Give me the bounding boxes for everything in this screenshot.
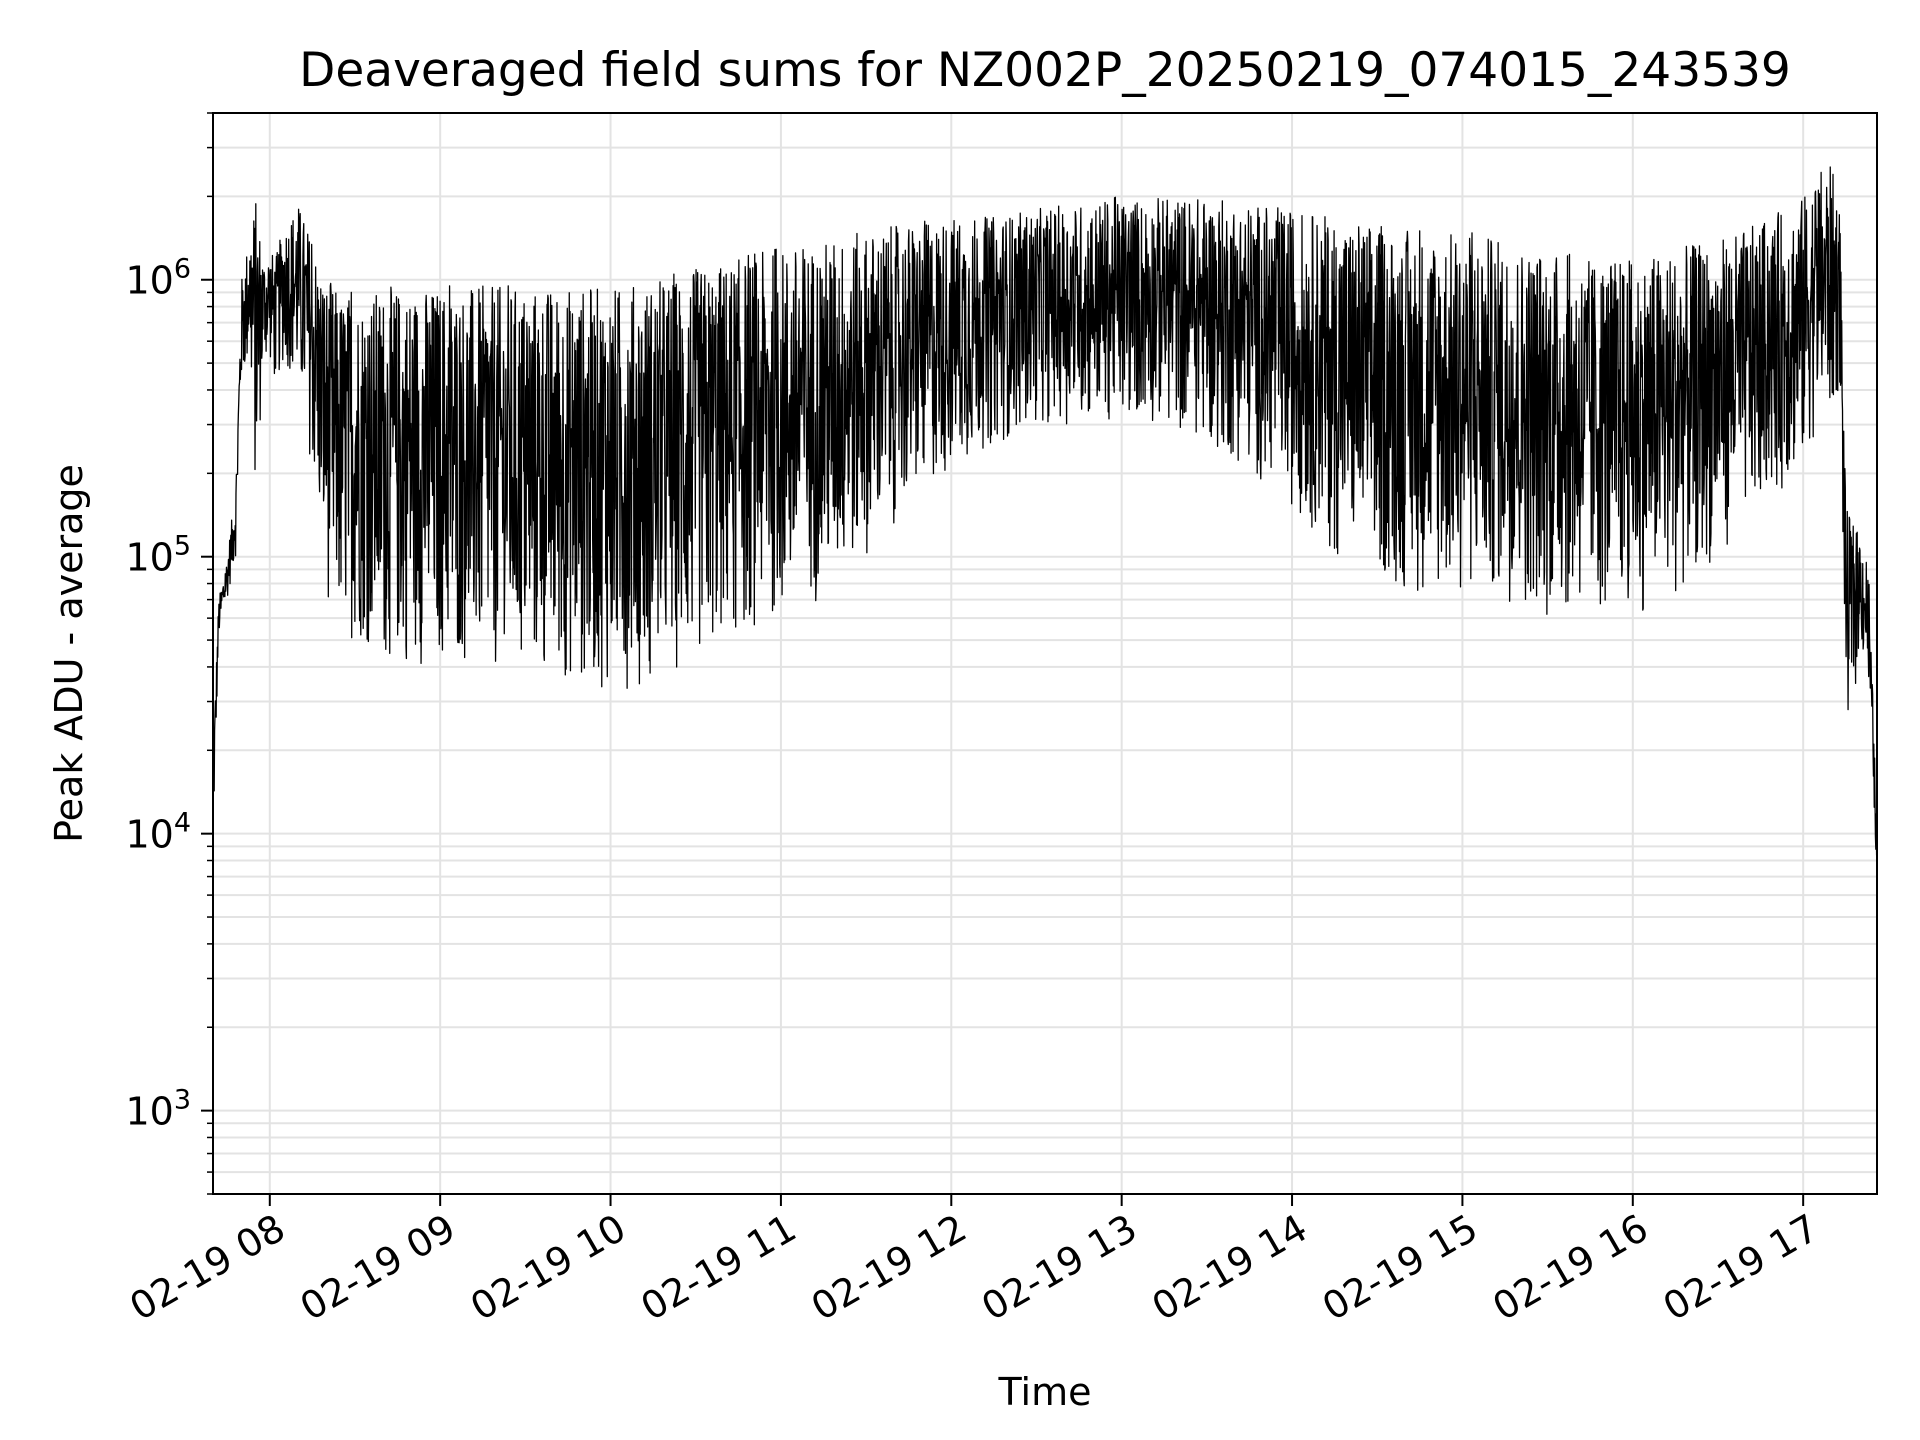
axes-frame <box>212 112 1878 1195</box>
series-line <box>212 166 1878 856</box>
chart-title: Deaveraged field sums for NZ002P_2025021… <box>299 43 1791 98</box>
y-axis-label: Peak ADU - average <box>47 464 91 843</box>
x-axis-label: Time <box>998 1370 1092 1414</box>
y-tick-label: 103 <box>125 1085 191 1134</box>
series-layer <box>212 166 1878 856</box>
y-tick-label: 104 <box>125 808 191 857</box>
y-tick-label: 106 <box>125 254 191 303</box>
y-tick-label: 105 <box>125 531 191 580</box>
